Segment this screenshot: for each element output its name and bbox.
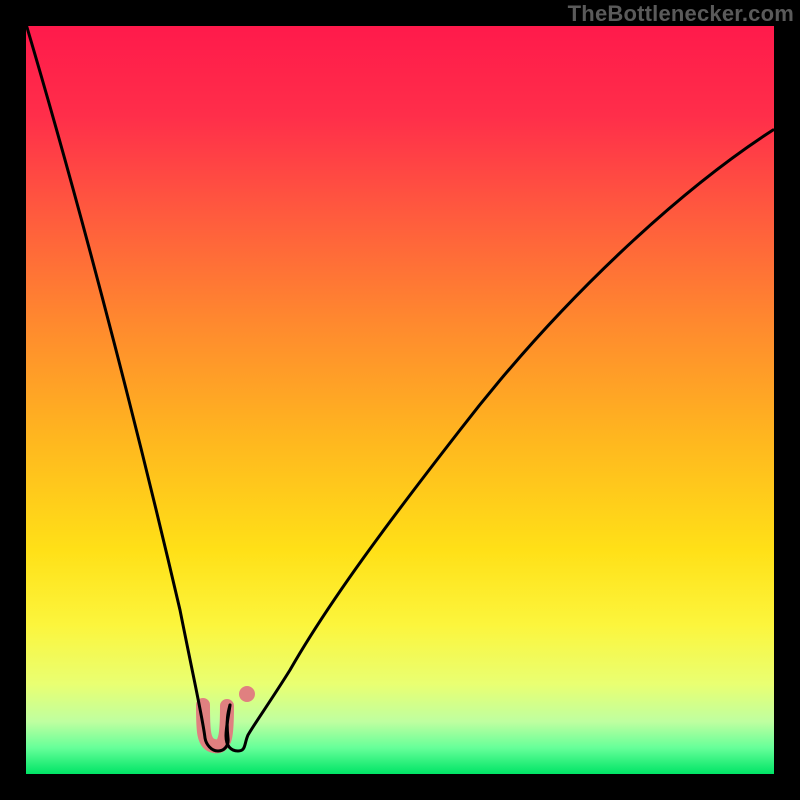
chart-stage: TheBottlenecker.com	[0, 0, 800, 800]
bottleneck-chart	[0, 0, 800, 800]
highlight-dot	[239, 686, 255, 702]
gradient-panel	[26, 26, 774, 774]
